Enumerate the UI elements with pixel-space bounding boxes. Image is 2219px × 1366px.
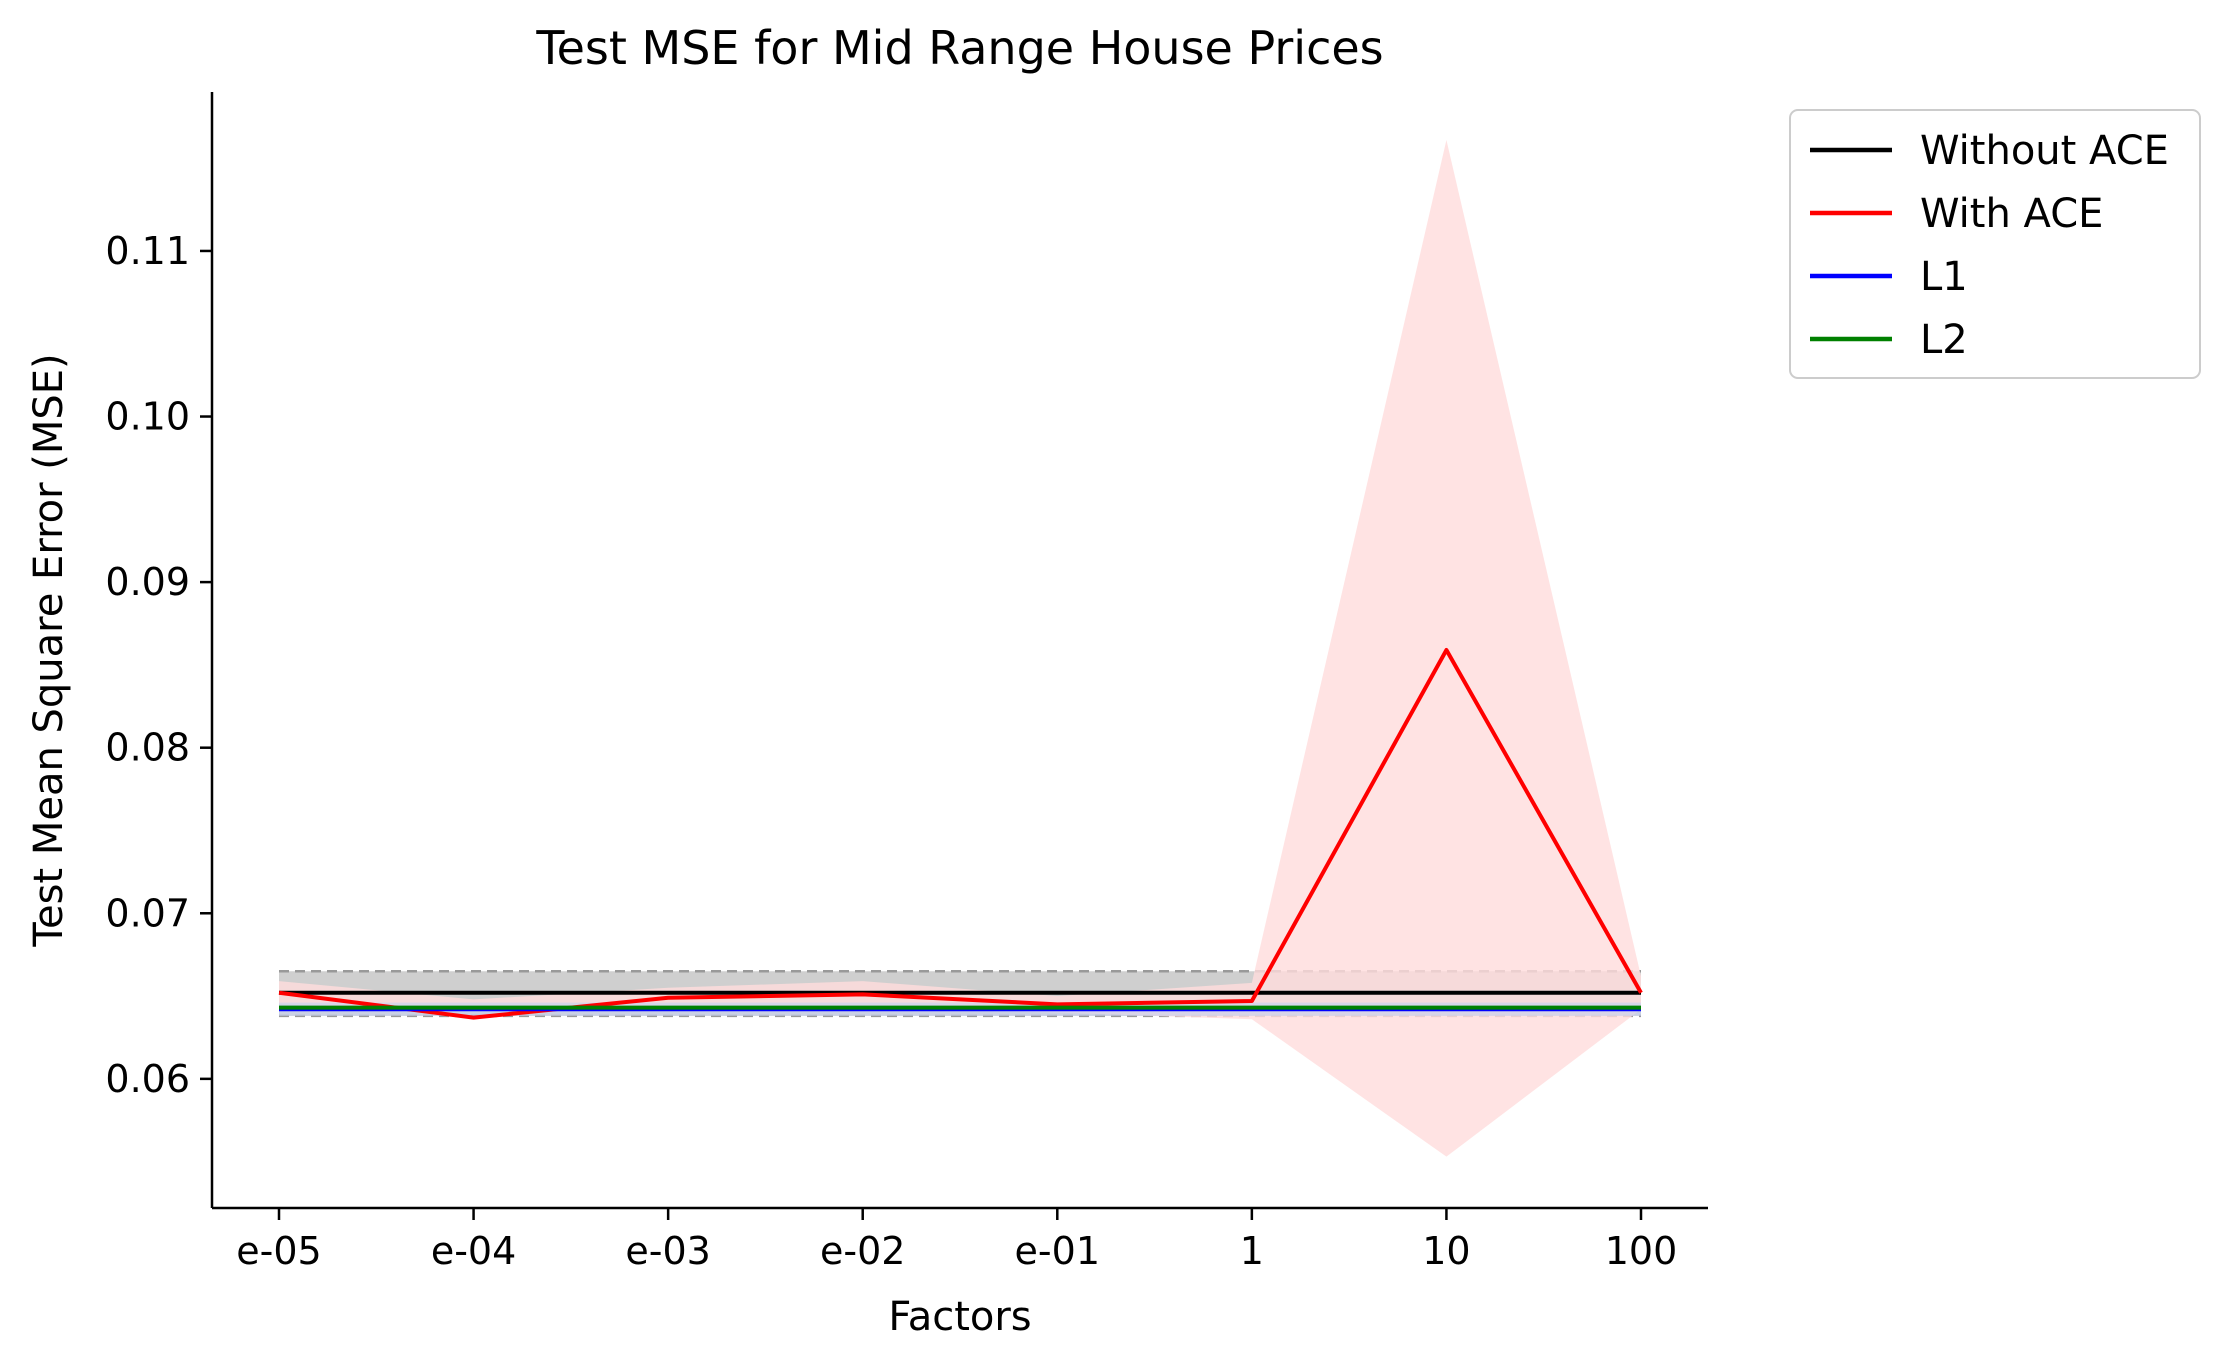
x-tick-label: e-05 xyxy=(236,1229,321,1273)
y-axis-label: Test Mean Square Error (MSE) xyxy=(26,353,72,947)
legend-label-l1: L1 xyxy=(1920,254,1968,300)
x-tick-label: e-04 xyxy=(431,1229,516,1273)
y-ticks: 0.06 0.07 0.08 0.09 0.10 0.11 xyxy=(105,229,212,1101)
y-tick-label: 0.07 xyxy=(105,891,190,935)
x-ticks: e-05 e-04 e-03 e-02 e-01 1 10 100 xyxy=(236,1208,1677,1273)
band-with-ace xyxy=(279,140,1641,1157)
series-line-with-ace xyxy=(278,648,1643,1020)
y-tick-label: 0.08 xyxy=(105,726,190,770)
y-tick-label: 0.10 xyxy=(105,395,190,439)
x-tick-label: 100 xyxy=(1605,1229,1678,1273)
legend-label-with-ace: With ACE xyxy=(1920,191,2103,237)
chart-title: Test MSE for Mid Range House Prices xyxy=(535,21,1383,75)
x-tick-label: 10 xyxy=(1422,1229,1470,1273)
series-lines xyxy=(278,648,1643,1020)
y-tick-label: 0.06 xyxy=(105,1057,190,1101)
x-tick-label: e-01 xyxy=(1015,1229,1100,1273)
legend-label-without-ace: Without ACE xyxy=(1920,128,2169,174)
x-axis-label: Factors xyxy=(888,1294,1031,1340)
legend-frame xyxy=(1789,109,2201,379)
y-tick-label: 0.11 xyxy=(105,229,190,273)
x-tick-label: 1 xyxy=(1240,1229,1264,1273)
y-tick-label: 0.09 xyxy=(105,560,190,604)
x-tick-label: e-03 xyxy=(625,1229,710,1273)
x-tick-label: e-02 xyxy=(820,1229,905,1273)
axes xyxy=(210,92,1708,1210)
legend-label-l2: L2 xyxy=(1920,317,1968,363)
legend: Without ACE With ACE L1 L2 xyxy=(1789,109,2201,379)
